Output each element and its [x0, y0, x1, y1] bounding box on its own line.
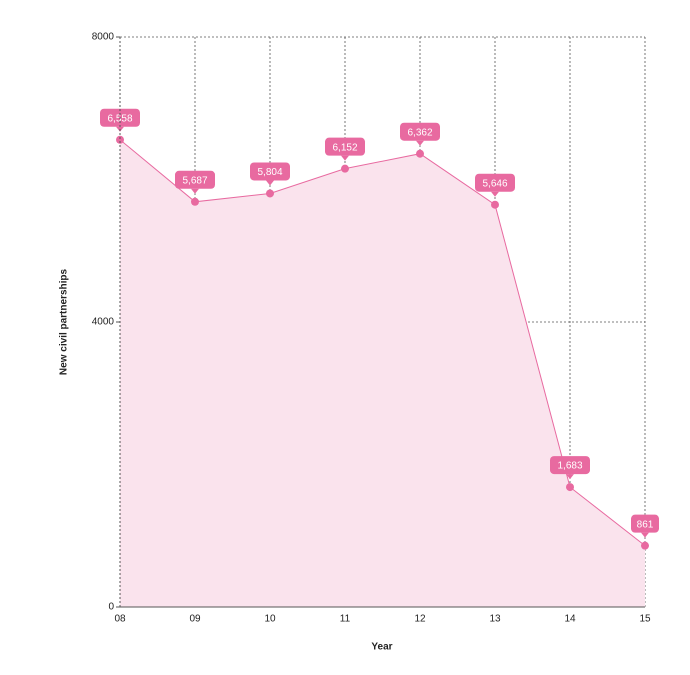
callout-box: [250, 162, 290, 181]
callout-box: [175, 170, 215, 189]
point: [116, 135, 124, 144]
data-label: 1,683: [557, 461, 582, 472]
callout-pointer: [491, 191, 499, 197]
data-label: 5,687: [182, 175, 207, 186]
data-label: 6,362: [407, 127, 432, 138]
point: [416, 149, 424, 158]
y-tick-label: 0: [108, 602, 114, 613]
x-tick-label: 09: [189, 614, 201, 625]
line: [119, 139, 646, 547]
point: [191, 197, 199, 206]
x-axis-title: Year: [371, 642, 392, 653]
callout-box: [631, 514, 659, 533]
callout-box: [475, 173, 515, 192]
callout: 6,558: [100, 108, 140, 132]
callout: 1,683: [550, 456, 590, 480]
callout-pointer: [266, 180, 274, 186]
point: [491, 200, 499, 209]
x-tick-label: 14: [564, 614, 576, 625]
data-label: 5,804: [257, 167, 282, 178]
data-label: 861: [637, 519, 654, 530]
callout-pointer: [416, 140, 424, 146]
callout-pointer: [341, 155, 349, 161]
point: [341, 164, 349, 173]
x-tick-label: 12: [414, 614, 426, 625]
x-tick-label: 11: [340, 614, 351, 625]
x-tick-label: 15: [639, 614, 651, 625]
callout-box: [550, 456, 590, 475]
x-tick-label: 13: [489, 614, 501, 625]
x-tick-label: 10: [264, 614, 276, 625]
x-tick-label: 08: [114, 614, 126, 625]
callout: 6,152: [325, 137, 365, 161]
point: [566, 483, 574, 492]
callout: 861: [631, 514, 659, 538]
callout-pointer: [566, 474, 574, 480]
data-label: 5,646: [482, 178, 507, 189]
area-fill: [120, 139, 645, 607]
callout-box: [325, 137, 365, 156]
y-tick-label: 4000: [92, 317, 115, 328]
callout: 5,687: [175, 170, 215, 194]
callout: 6,362: [400, 122, 440, 146]
point: [641, 541, 649, 550]
y-axis-title: New civil partnerships: [59, 268, 70, 375]
y-tick-label: 8000: [92, 32, 115, 43]
callout: 5,646: [475, 173, 515, 197]
callout-pointer: [191, 188, 199, 194]
callout-pointer: [641, 532, 649, 538]
point: [266, 189, 274, 198]
callout: 5,804: [250, 162, 290, 186]
callout-box: [400, 122, 440, 141]
data-label: 6,152: [332, 142, 357, 153]
